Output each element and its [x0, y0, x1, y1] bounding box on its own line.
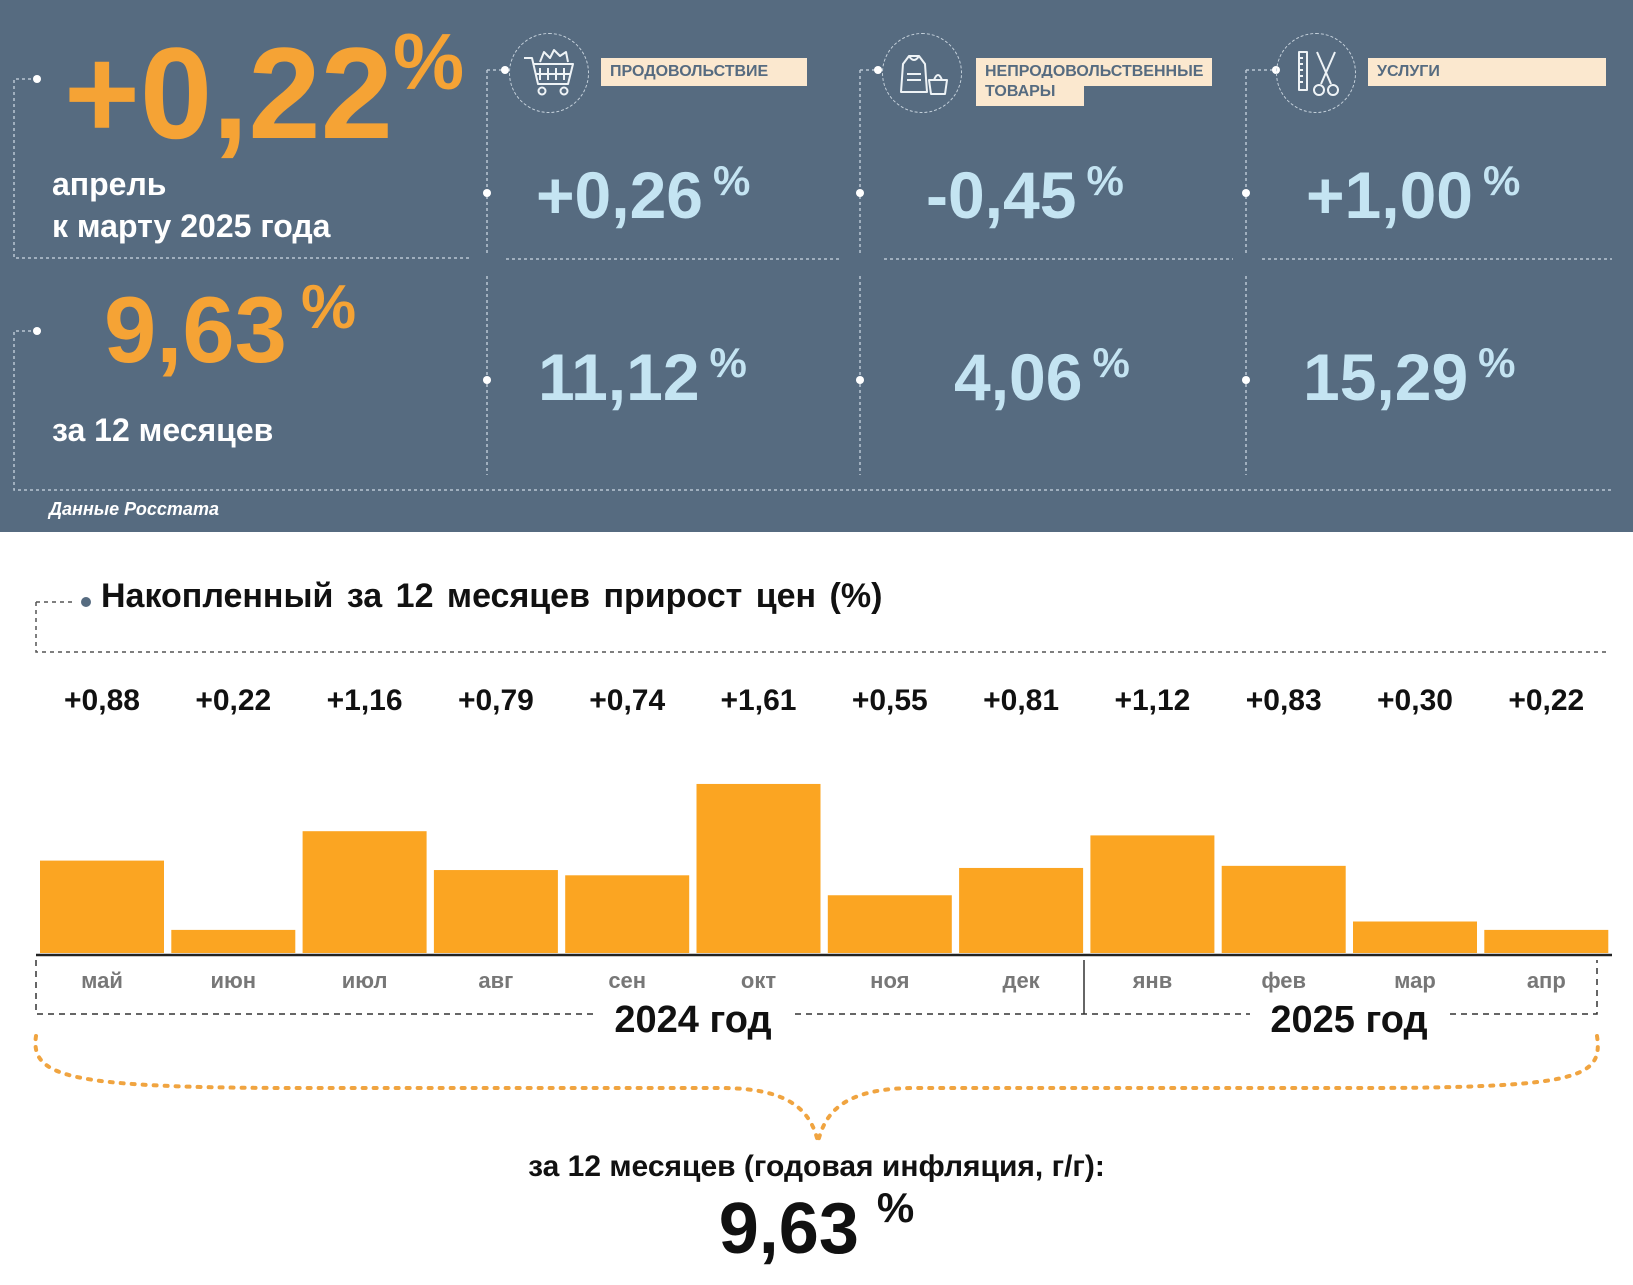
category-food-annual-number: 11,12: [538, 340, 700, 414]
bar-10: [1221, 865, 1346, 953]
summary-panel: +0,22% апрель к марту 2025 года 9,63% за…: [0, 0, 1633, 532]
value-label-12: +0,22: [1508, 684, 1584, 717]
year-label-2025: 2025 год: [1270, 999, 1427, 1041]
bar-chart: +0,88 +0,22 +1,16 +0,79 +0,74 +1,61 +0,55 +0,81…: [33, 597, 1612, 1143]
month-label-2: июн: [210, 968, 256, 993]
category-nonfood-label-2: ТОВАРЫ: [976, 78, 1084, 106]
value-label-6: +1,61: [721, 684, 797, 717]
month-label-10: фев: [1261, 968, 1306, 993]
category-food-monthly: +0,26%: [536, 160, 750, 229]
category-food-annual: 11,12%: [538, 342, 747, 411]
bar-9: [1090, 835, 1215, 953]
month-label-5: сен: [608, 968, 646, 993]
year-label-2024: 2024 год: [614, 999, 771, 1041]
year-bracket: [35, 960, 1598, 1015]
category-nonfood-label-2-text: ТОВАРЫ: [985, 83, 1056, 100]
category-food-label-text: ПРОДОВОЛЬСТВИЕ: [610, 63, 769, 80]
category-food-monthly-number: +0,26: [536, 158, 703, 232]
value-label-7: +0,55: [852, 684, 928, 717]
value-label-11: +0,30: [1377, 684, 1453, 717]
category-services-label-text: УСЛУГИ: [1377, 63, 1440, 80]
bar-6: [696, 783, 821, 953]
annual-total-percent: %: [300, 273, 357, 342]
bar-3: [302, 831, 427, 953]
month-label-12: апр: [1527, 968, 1566, 993]
category-services-annual-percent: %: [1478, 339, 1516, 386]
value-label-3: +1,16: [327, 684, 403, 717]
clothing-bag-icon: [900, 55, 948, 95]
month-label-8: дек: [1002, 968, 1040, 993]
month-label-11: мар: [1394, 968, 1436, 993]
category-food-label: ПРОДОВОЛЬСТВИЕ: [601, 58, 807, 86]
nonfood-icon-circle: [882, 33, 962, 113]
value-label-10: +0,83: [1246, 684, 1322, 717]
summary-brace: [33, 1034, 1600, 1143]
chart-title: Накопленный за 12 месяцев прирост цен (%…: [101, 577, 883, 615]
panel-frame: [13, 66, 1612, 491]
bar-1: [40, 860, 164, 953]
bar-12: [1484, 929, 1609, 953]
month-label-9: янв: [1132, 968, 1173, 993]
bar-8: [959, 867, 1084, 953]
category-services-label: УСЛУГИ: [1368, 58, 1606, 86]
category-services-monthly-percent: %: [1483, 157, 1521, 204]
bar-4: [433, 870, 558, 953]
bar-5: [565, 875, 690, 953]
monthly-caption-month: апрель: [52, 166, 167, 202]
value-label-5: +0,74: [589, 684, 665, 717]
summary-value-number: 9,63: [718, 1189, 859, 1269]
category-nonfood-label-1-text: НЕПРОДОВОЛЬСТВЕННЫЕ: [985, 63, 1204, 80]
monthly-total-value: +0,22%: [64, 22, 464, 159]
category-food-annual-percent: %: [709, 339, 747, 386]
value-label-2: +0,22: [195, 684, 271, 717]
bar-2: [171, 929, 296, 953]
category-nonfood-annual-percent: %: [1092, 339, 1130, 386]
monthly-caption: апрель к марту 2025 года: [52, 163, 330, 247]
category-services-monthly: +1,00%: [1306, 160, 1520, 229]
monthly-caption-period: к марту 2025 года: [52, 208, 331, 244]
category-nonfood-annual: 4,06%: [954, 342, 1130, 411]
annual-total-value: 9,63%: [104, 277, 356, 377]
category-nonfood-annual-number: 4,06: [954, 340, 1083, 414]
category-services-annual-number: 15,29: [1303, 340, 1469, 414]
food-icon-circle: [509, 33, 589, 113]
title-bullet: [81, 597, 91, 607]
value-label-1: +0,88: [64, 684, 140, 717]
month-label-6: окт: [741, 968, 776, 993]
category-nonfood-monthly-number: -0,45: [926, 158, 1077, 232]
value-label-8: +0,81: [983, 684, 1059, 717]
category-services-monthly-number: +1,00: [1306, 158, 1473, 232]
month-label-7: ноя: [870, 968, 909, 993]
monthly-total-number: +0,22: [64, 20, 393, 166]
bar-7: [827, 895, 952, 953]
month-label-3: июл: [342, 968, 388, 993]
month-label-4: авг: [478, 968, 513, 993]
value-label-9: +1,12: [1114, 684, 1190, 717]
month-label-1: май: [81, 968, 123, 993]
summary-value-percent: %: [876, 1184, 915, 1231]
summary-value: 9,63%: [0, 1187, 1633, 1266]
bar-11: [1353, 921, 1477, 953]
annual-total-number: 9,63: [104, 277, 287, 382]
summary-caption: за 12 месяцев (годовая инфляция, г/г):: [528, 1150, 1105, 1183]
source-note: Данные Росстата: [49, 499, 219, 519]
annual-caption: за 12 месяцев: [52, 412, 274, 448]
value-label-4: +0,79: [458, 684, 534, 717]
monthly-total-percent: %: [392, 17, 465, 106]
category-services-annual: 15,29%: [1303, 342, 1516, 411]
category-food-monthly-percent: %: [713, 157, 751, 204]
services-icon-circle: [1276, 33, 1356, 113]
category-nonfood-monthly-percent: %: [1086, 157, 1124, 204]
scissors-comb-icon: [1298, 51, 1339, 96]
category-nonfood-monthly: -0,45%: [926, 160, 1124, 229]
shopping-cart-icon: [524, 49, 574, 96]
